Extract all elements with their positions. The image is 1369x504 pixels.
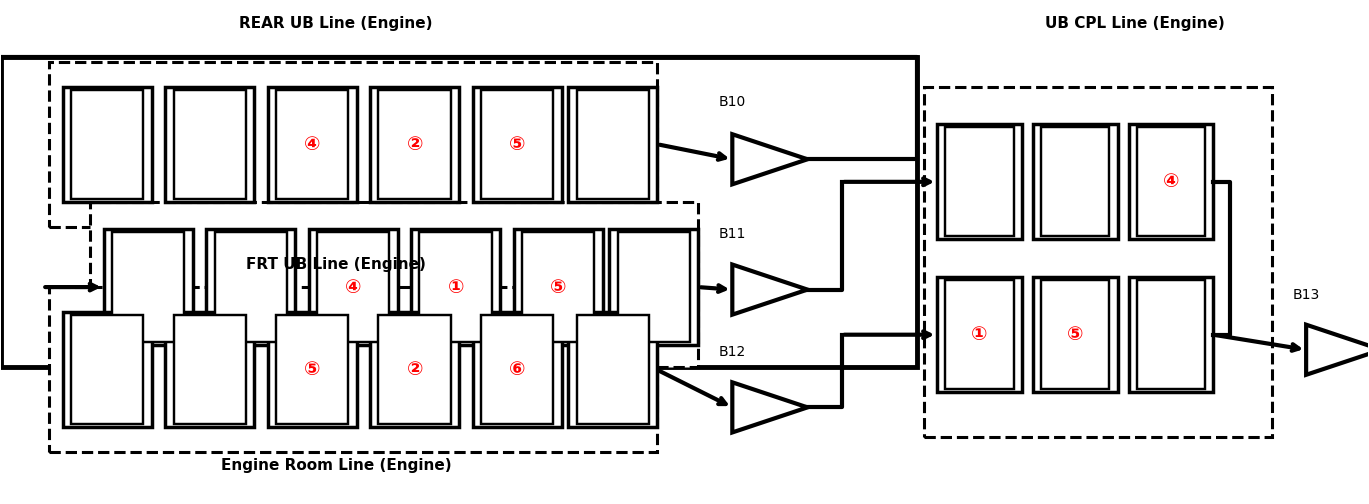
- Bar: [268, 312, 356, 427]
- Bar: [481, 90, 553, 199]
- Text: ①: ①: [448, 278, 464, 296]
- Bar: [924, 87, 1272, 437]
- Bar: [419, 232, 491, 342]
- Text: ⑥: ⑥: [509, 360, 526, 380]
- Bar: [174, 90, 246, 199]
- Text: ⑤: ⑤: [550, 278, 567, 296]
- Bar: [318, 232, 389, 342]
- Text: UB CPL Line (Engine): UB CPL Line (Engine): [1046, 17, 1225, 31]
- Bar: [1032, 277, 1117, 392]
- Text: B12: B12: [719, 345, 746, 359]
- Bar: [71, 90, 144, 199]
- Bar: [104, 229, 193, 345]
- Bar: [522, 232, 594, 342]
- Bar: [378, 90, 450, 199]
- Bar: [1040, 127, 1109, 236]
- Bar: [411, 229, 500, 345]
- Bar: [63, 312, 152, 427]
- Bar: [513, 229, 602, 345]
- Bar: [112, 232, 185, 342]
- Bar: [215, 232, 287, 342]
- Text: ⑤: ⑤: [509, 135, 526, 154]
- Polygon shape: [1306, 325, 1369, 375]
- Bar: [1040, 280, 1109, 389]
- Bar: [378, 315, 450, 424]
- Bar: [174, 315, 246, 424]
- Text: ④: ④: [345, 278, 361, 296]
- Bar: [1128, 277, 1213, 392]
- Bar: [1032, 124, 1117, 239]
- Bar: [277, 315, 348, 424]
- Bar: [277, 90, 348, 199]
- Text: FRT UB Line (Engine): FRT UB Line (Engine): [246, 257, 426, 272]
- Polygon shape: [732, 134, 808, 184]
- Bar: [90, 202, 698, 367]
- Bar: [370, 87, 459, 202]
- Text: ⑤: ⑤: [304, 360, 320, 380]
- Bar: [207, 229, 296, 345]
- Bar: [576, 315, 649, 424]
- Text: ④: ④: [1162, 172, 1179, 192]
- Text: B13: B13: [1292, 288, 1320, 301]
- Bar: [481, 315, 553, 424]
- Bar: [609, 229, 698, 345]
- Bar: [617, 232, 690, 342]
- Text: B11: B11: [719, 227, 746, 241]
- Bar: [166, 87, 255, 202]
- Polygon shape: [732, 265, 808, 314]
- Bar: [268, 87, 356, 202]
- Bar: [946, 127, 1014, 236]
- Bar: [370, 312, 459, 427]
- Text: ④: ④: [304, 135, 320, 154]
- Text: ⑤: ⑤: [1066, 325, 1083, 344]
- Bar: [71, 315, 144, 424]
- Text: B10: B10: [719, 95, 746, 109]
- Text: ①: ①: [972, 325, 988, 344]
- Bar: [166, 312, 255, 427]
- Polygon shape: [732, 383, 808, 432]
- Bar: [576, 90, 649, 199]
- Bar: [472, 87, 561, 202]
- Bar: [1136, 127, 1205, 236]
- Bar: [938, 124, 1021, 239]
- Bar: [49, 61, 657, 227]
- Bar: [309, 229, 397, 345]
- Text: Engine Room Line (Engine): Engine Room Line (Engine): [220, 458, 452, 473]
- Bar: [1136, 280, 1205, 389]
- Bar: [938, 277, 1021, 392]
- Bar: [472, 312, 561, 427]
- Text: ②: ②: [407, 360, 423, 380]
- Bar: [568, 87, 657, 202]
- Text: REAR UB Line (Engine): REAR UB Line (Engine): [240, 17, 433, 31]
- Bar: [1, 56, 917, 367]
- Bar: [946, 280, 1014, 389]
- Bar: [1128, 124, 1213, 239]
- Bar: [568, 312, 657, 427]
- Text: ②: ②: [407, 135, 423, 154]
- Bar: [63, 87, 152, 202]
- Bar: [49, 287, 657, 453]
